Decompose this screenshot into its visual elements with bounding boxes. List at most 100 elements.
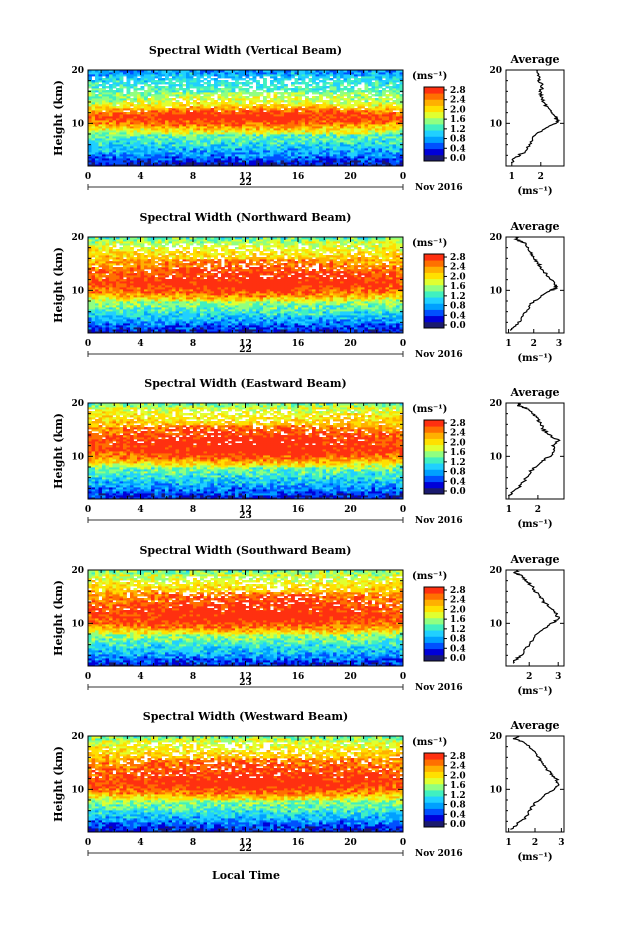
heatmap-cell — [354, 152, 358, 155]
heatmap-cell — [238, 100, 243, 103]
heatmap-cell — [301, 317, 306, 320]
heatmap-cell — [238, 112, 243, 115]
heatmap-cell — [151, 86, 155, 89]
heatmap-cell — [354, 118, 358, 121]
heatmap-cell — [144, 100, 148, 103]
heatmap-cell — [364, 88, 369, 91]
heatmap-cell — [326, 142, 330, 145]
heatmap-cell — [126, 112, 131, 115]
heatmap-cell — [273, 325, 278, 328]
heatmap-cell — [301, 325, 306, 328]
heatmap-cell — [182, 88, 187, 91]
heatmap-cell — [357, 146, 362, 149]
heatmap-cell — [189, 76, 194, 79]
heatmap-cell — [280, 140, 285, 143]
heatmap-cell — [329, 104, 334, 107]
heatmap-cell — [224, 132, 229, 135]
heatmap-cell — [168, 112, 173, 115]
heatmap-cell — [245, 124, 250, 127]
heatmap-cell — [130, 134, 134, 137]
heatmap-cell — [168, 140, 173, 143]
heatmap-cell — [294, 120, 299, 123]
heatmap-cell — [284, 122, 288, 125]
heatmap-cell — [368, 98, 372, 101]
heatmap-cell — [357, 132, 362, 135]
heatmap-cell — [256, 116, 260, 119]
heatmap-cell — [210, 148, 215, 151]
heatmap-cell — [301, 162, 306, 165]
heatmap-cell — [175, 164, 180, 167]
heatmap-cell — [116, 90, 120, 93]
heatmap-cell — [392, 323, 397, 326]
heatmap-cell — [396, 142, 400, 145]
heatmap-cell — [98, 150, 103, 153]
heatmap-cell — [252, 331, 257, 334]
heatmap-cell — [91, 331, 96, 334]
heatmap-cell — [203, 325, 208, 328]
heatmap-cell — [270, 76, 274, 79]
heatmap-cell — [221, 92, 225, 95]
heatmap-cell — [287, 112, 292, 115]
heatmap-cell — [382, 323, 386, 326]
heatmap-cell — [193, 152, 197, 155]
heatmap-cell — [242, 136, 246, 139]
heatmap-cell — [389, 164, 393, 167]
heatmap-cell — [361, 106, 365, 109]
heatmap-cell — [270, 122, 274, 125]
heatmap-cell — [382, 94, 386, 97]
heatmap-cell — [347, 158, 351, 161]
heatmap-cell — [231, 160, 236, 163]
heatmap-cell — [389, 331, 393, 334]
heatmap-cell — [196, 138, 201, 141]
heatmap-cell — [158, 96, 162, 99]
heatmap-cell — [294, 142, 299, 145]
heatmap-cell — [263, 325, 267, 328]
heatmap-cell — [399, 323, 404, 326]
heatmap-cell — [347, 321, 351, 324]
heatmap-cell — [326, 100, 330, 103]
heatmap-cell — [238, 114, 243, 117]
heatmap-cell — [312, 120, 316, 123]
heatmap-cell — [231, 162, 236, 165]
heatmap-cell — [382, 325, 386, 328]
heatmap-cell — [287, 100, 292, 103]
heatmap-cell — [263, 82, 267, 85]
heatmap-cell — [294, 164, 299, 167]
heatmap-cell — [263, 142, 267, 145]
heatmap-cell — [280, 317, 285, 320]
heatmap-cell — [298, 323, 302, 326]
heatmap-cell — [266, 138, 271, 141]
colorbar-tick-label: 0.4 — [450, 144, 466, 154]
heatmap-cell — [357, 138, 362, 141]
heatmap-cell — [382, 126, 386, 129]
heatmap-cell — [221, 128, 225, 131]
heatmap-cell — [168, 98, 173, 101]
heatmap-cell — [368, 82, 372, 85]
heatmap-cell — [102, 106, 106, 109]
heatmap-cell — [172, 86, 176, 89]
heatmap-cell — [396, 327, 400, 330]
heatmap-cell — [161, 78, 166, 81]
heatmap-cell — [336, 138, 341, 141]
heatmap-cell — [158, 130, 162, 133]
heatmap-cell — [172, 325, 176, 328]
heatmap-cell — [263, 136, 267, 139]
heatmap-cell — [235, 126, 239, 129]
heatmap-cell — [378, 158, 383, 161]
heatmap-cell — [172, 140, 176, 143]
heatmap-cell — [385, 325, 390, 328]
heatmap-cell — [186, 100, 190, 103]
heatmap-cell — [203, 158, 208, 161]
heatmap-cell — [161, 88, 166, 91]
heatmap-cell — [172, 116, 176, 119]
heatmap-cell — [231, 110, 236, 113]
heatmap-cell — [263, 104, 267, 107]
heatmap-cell — [200, 86, 204, 89]
heatmap-cell — [294, 321, 299, 324]
heatmap-cell — [217, 120, 222, 123]
heatmap-cell — [242, 162, 246, 165]
heatmap-cell — [396, 158, 400, 161]
heatmap-cell — [315, 124, 320, 127]
heatmap-cell — [385, 118, 390, 121]
heatmap-cell — [91, 96, 96, 99]
